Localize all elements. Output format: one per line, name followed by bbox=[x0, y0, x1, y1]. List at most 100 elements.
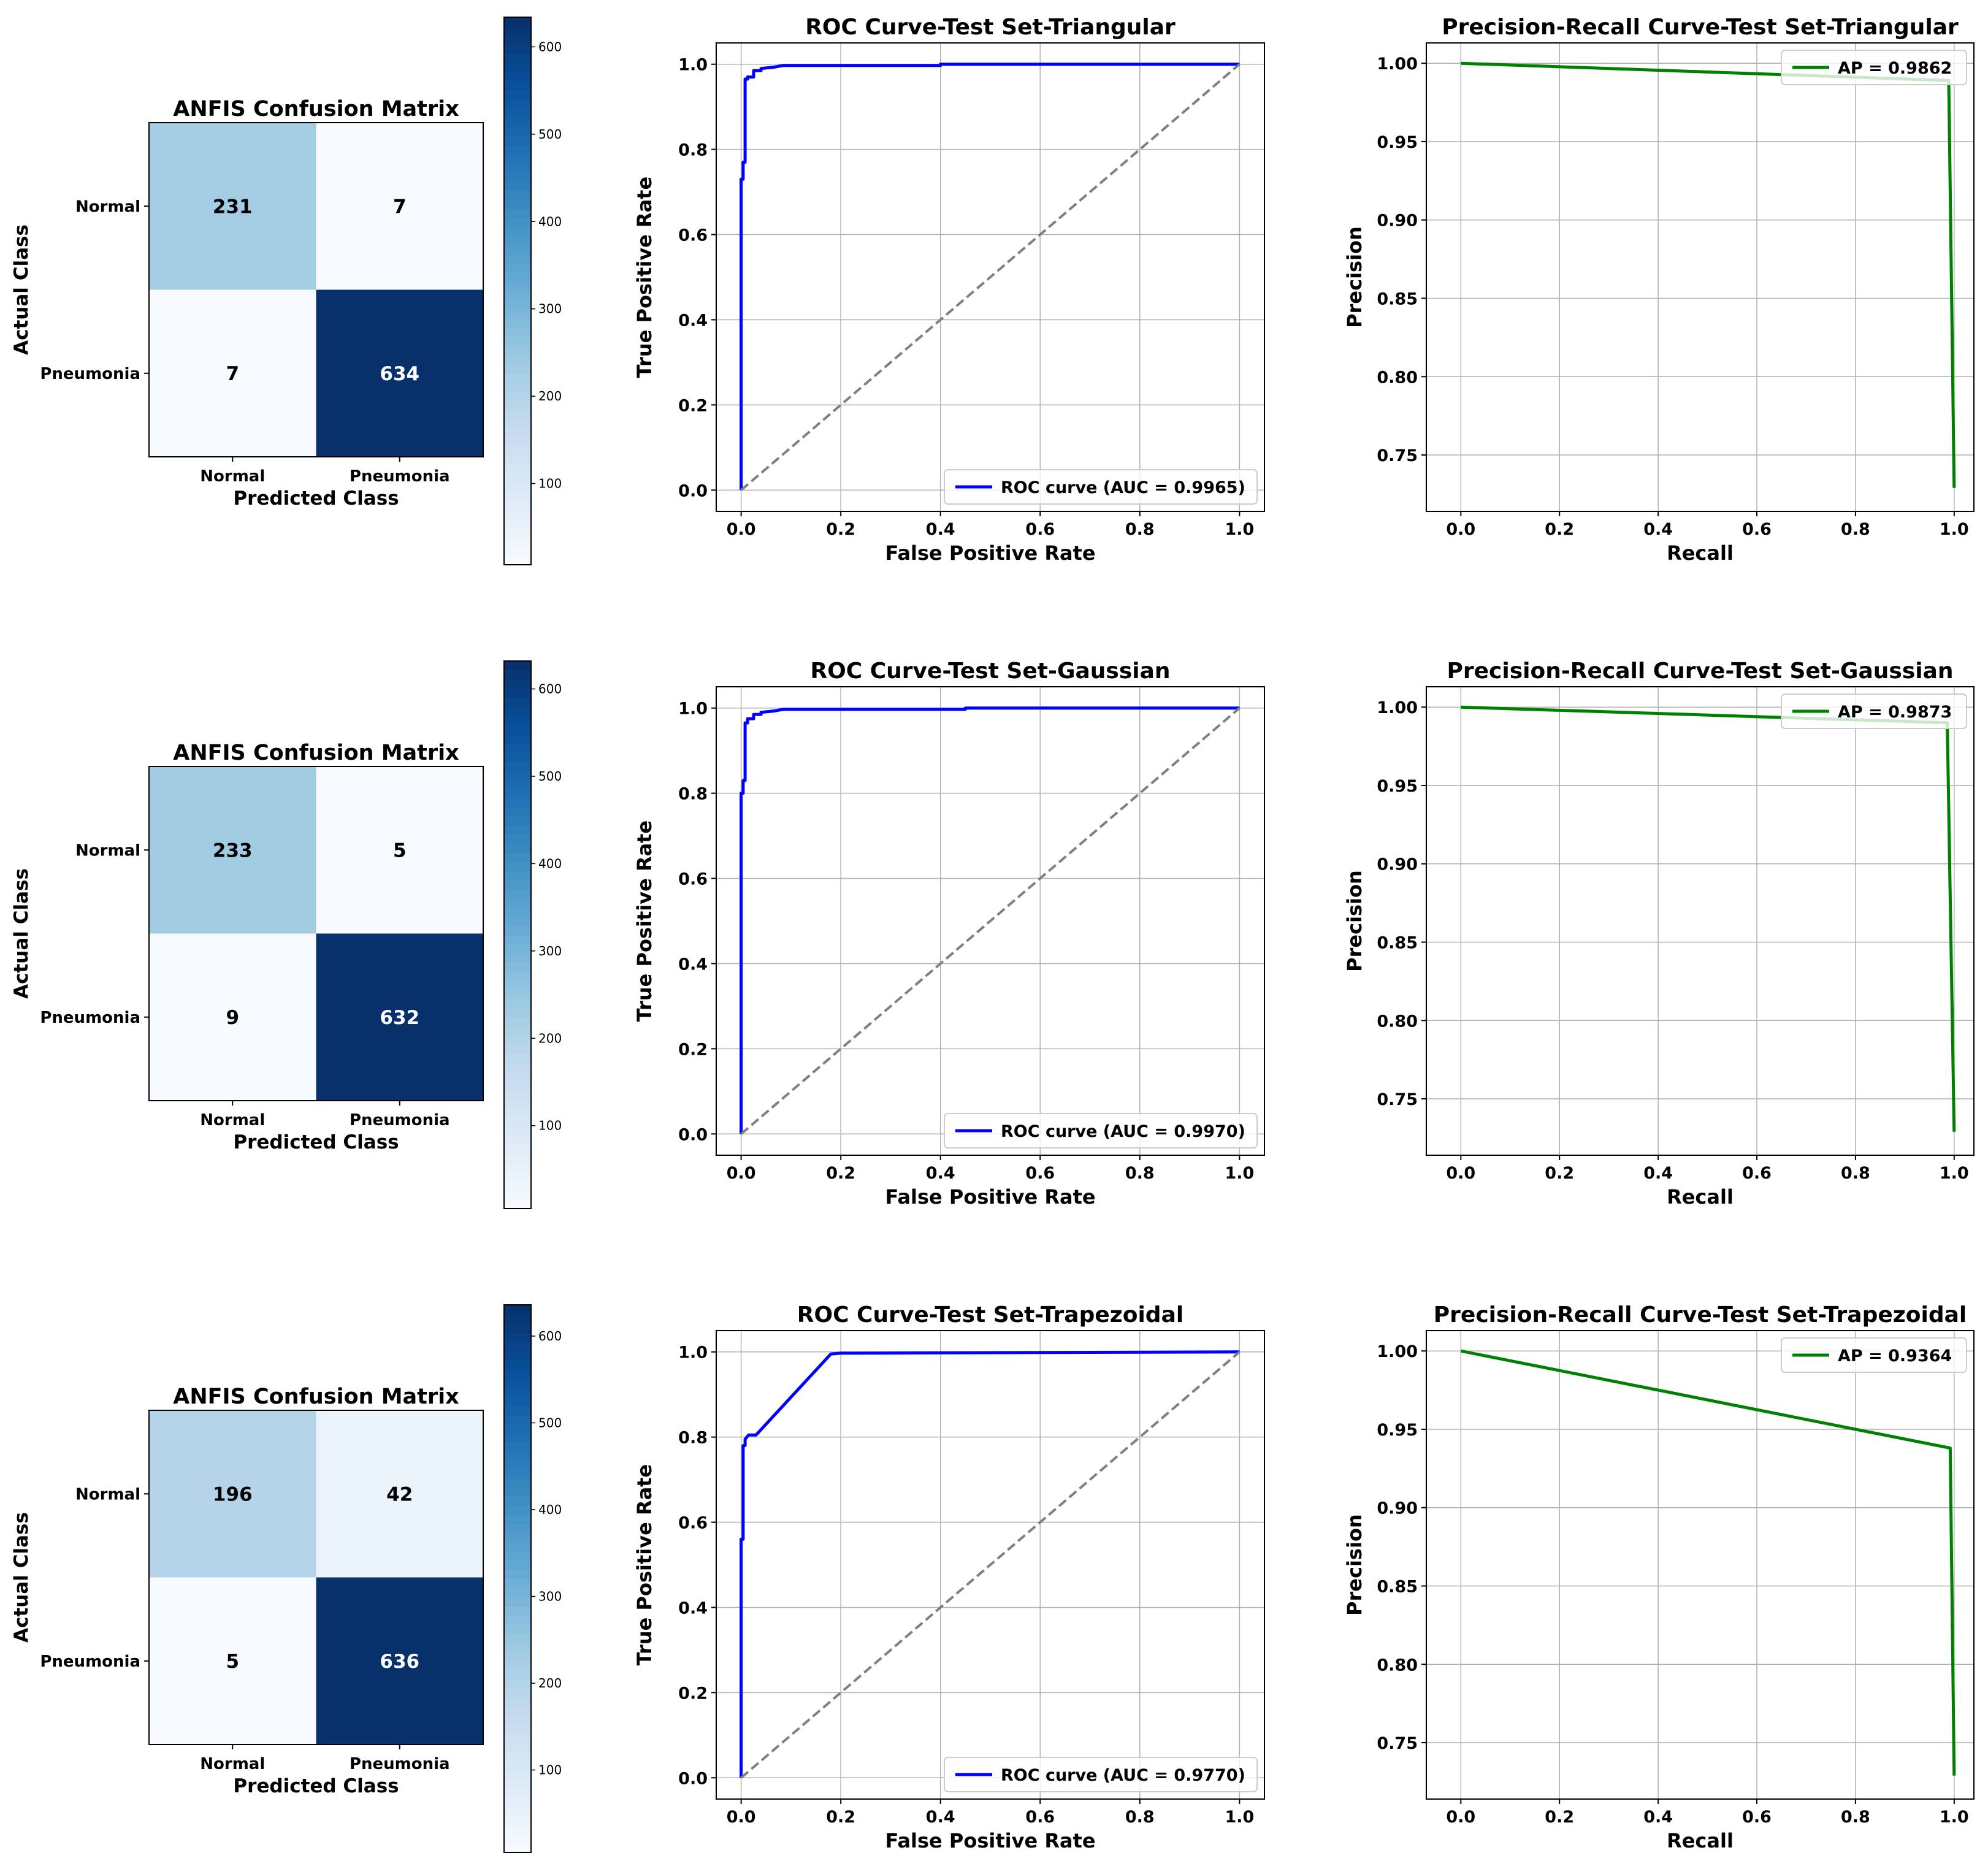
x-tick-label: Pneumonia bbox=[350, 467, 450, 486]
y-tick-label: 0.90 bbox=[1377, 212, 1418, 231]
y-axis-label: True Positive Rate bbox=[633, 177, 656, 378]
y-tick-label: 0.8 bbox=[678, 785, 708, 804]
heatmap-cell bbox=[316, 1577, 483, 1744]
colorbar-segment bbox=[504, 1788, 531, 1798]
colorbar-segment bbox=[504, 1533, 531, 1543]
curve-line bbox=[740, 63, 1240, 491]
x-tick-label: 0.0 bbox=[1446, 1164, 1475, 1183]
colorbar-segment bbox=[504, 1396, 531, 1406]
cell-value-label: 5 bbox=[393, 839, 407, 862]
legend-box bbox=[1781, 50, 1967, 85]
colorbar-segment bbox=[504, 437, 531, 447]
colorbar-segment bbox=[504, 1597, 531, 1607]
x-tick-label: 1.0 bbox=[1940, 520, 1969, 539]
colorbar-segment bbox=[504, 880, 531, 890]
legend-box bbox=[1781, 1337, 1967, 1373]
colorbar-segment bbox=[504, 1542, 531, 1552]
matrix-frame bbox=[148, 122, 484, 457]
colorbar-segment bbox=[504, 1478, 531, 1488]
y-tick-label: Normal bbox=[75, 197, 140, 216]
chart-title: ROC Curve-Test Set-Triangular bbox=[805, 15, 1176, 40]
x-tick-label: 0.6 bbox=[1742, 520, 1772, 539]
x-tick-label: Pneumonia bbox=[350, 1111, 450, 1129]
colorbar-segment bbox=[504, 483, 531, 492]
y-tick-label: 0.0 bbox=[678, 481, 708, 500]
pr-curve-panel: 0.0 0.2 0.4 0.6 0.8 1.0 0.75 0.80 0.85 0.90 0.95 1.… bbox=[1343, 659, 1975, 1209]
pr-curve-panel: 0.0 0.2 0.4 0.6 0.8 1.0 0.75 0.80 0.85 0.90 0.95 1.… bbox=[1343, 1302, 1975, 1852]
colorbar-segment bbox=[504, 1359, 531, 1369]
colorbar-segment bbox=[504, 208, 531, 219]
colorbar-segment bbox=[504, 1505, 531, 1515]
colorbar-segment bbox=[504, 989, 531, 999]
colorbar-segment bbox=[504, 1369, 531, 1378]
chance-diagonal-line bbox=[740, 707, 1241, 1135]
cell-value-label: 634 bbox=[380, 363, 419, 385]
x-tick-label: 0.4 bbox=[1643, 1164, 1673, 1183]
colorbar-segment bbox=[504, 1341, 531, 1351]
colorbar-segment bbox=[504, 318, 531, 328]
colorbar-segment bbox=[504, 1706, 531, 1716]
colorbar-segment bbox=[504, 852, 531, 863]
x-tick-label: Normal bbox=[200, 1111, 265, 1129]
legend-label: ROC curve (AUC = 0.9965) bbox=[1001, 478, 1245, 497]
colorbar-segment bbox=[504, 670, 531, 680]
colorbar-segment bbox=[504, 1469, 531, 1479]
colorbar-tick-label: 500 bbox=[538, 127, 562, 142]
colorbar-segment bbox=[504, 81, 531, 91]
colorbar-segment bbox=[504, 272, 531, 283]
colorbar-segment bbox=[504, 145, 531, 155]
colorbar-tick-label: 600 bbox=[538, 1329, 562, 1343]
colorbar-segment bbox=[504, 254, 531, 264]
x-axis-label: Predicted Class bbox=[233, 487, 399, 510]
curve-line bbox=[1461, 705, 1956, 1132]
colorbar-segment bbox=[504, 1414, 531, 1424]
x-tick-label: 0.8 bbox=[1125, 520, 1155, 539]
colorbar-tick-label: 400 bbox=[538, 856, 562, 871]
colorbar-segment bbox=[504, 327, 531, 337]
x-tick-label: 0.4 bbox=[1643, 1808, 1673, 1827]
x-tick-label: 0.2 bbox=[826, 1808, 855, 1827]
heatmap-cell bbox=[149, 123, 316, 290]
colorbar-segment bbox=[504, 925, 531, 936]
colorbar-segment bbox=[504, 1172, 531, 1182]
x-tick-label: 0.0 bbox=[1446, 1808, 1475, 1827]
colorbar-segment bbox=[504, 834, 531, 844]
colorbar-segment bbox=[504, 1816, 531, 1825]
pr-curve-panel: 0.0 0.2 0.4 0.6 0.8 1.0 0.75 0.80 0.85 0.90 0.95 1.… bbox=[1343, 15, 1975, 565]
heatmap-cell bbox=[149, 1577, 316, 1744]
colorbar-segment bbox=[504, 1779, 531, 1789]
x-tick-label: 0.2 bbox=[1545, 1164, 1574, 1183]
x-tick-label: 0.8 bbox=[1841, 1164, 1870, 1183]
colorbar-segment bbox=[504, 1724, 531, 1735]
x-tick-label: 0.0 bbox=[727, 1808, 756, 1827]
x-tick-label: 0.6 bbox=[1742, 1164, 1772, 1183]
colorbar-segment bbox=[504, 26, 531, 36]
colorbar-segment bbox=[504, 1633, 531, 1643]
x-axis-label: False Positive Rate bbox=[885, 541, 1095, 565]
colorbar-segment bbox=[504, 1163, 531, 1173]
colorbar-segment bbox=[504, 1053, 531, 1063]
colorbar-segment bbox=[504, 661, 531, 671]
y-tick-label: 0.6 bbox=[678, 226, 708, 245]
colorbar-segment bbox=[504, 1496, 531, 1507]
colorbar-segment bbox=[504, 1797, 531, 1808]
y-tick-label: 0.4 bbox=[678, 311, 708, 330]
x-tick-label: 0.8 bbox=[1125, 1808, 1155, 1827]
matrix-frame bbox=[148, 766, 484, 1101]
colorbar-segment bbox=[504, 1423, 531, 1433]
colorbar-segment bbox=[504, 1432, 531, 1442]
chart-title: ANFIS Confusion Matrix bbox=[173, 1385, 459, 1409]
y-tick-label: 0.4 bbox=[678, 1599, 708, 1618]
colorbar-frame bbox=[503, 1304, 532, 1853]
colorbar-segment bbox=[504, 716, 531, 725]
curve-line bbox=[1460, 1349, 1956, 1776]
colorbar-segment bbox=[504, 1487, 531, 1497]
heatmap-cell bbox=[316, 933, 483, 1101]
colorbar-segment bbox=[504, 1524, 531, 1534]
colorbar-segment bbox=[504, 1007, 531, 1018]
chance-diagonal-line bbox=[740, 63, 1241, 491]
y-tick-label: 1.0 bbox=[678, 700, 708, 719]
colorbar-segment bbox=[504, 789, 531, 798]
colorbar-segment bbox=[504, 743, 531, 753]
colorbar-segment bbox=[504, 898, 531, 908]
